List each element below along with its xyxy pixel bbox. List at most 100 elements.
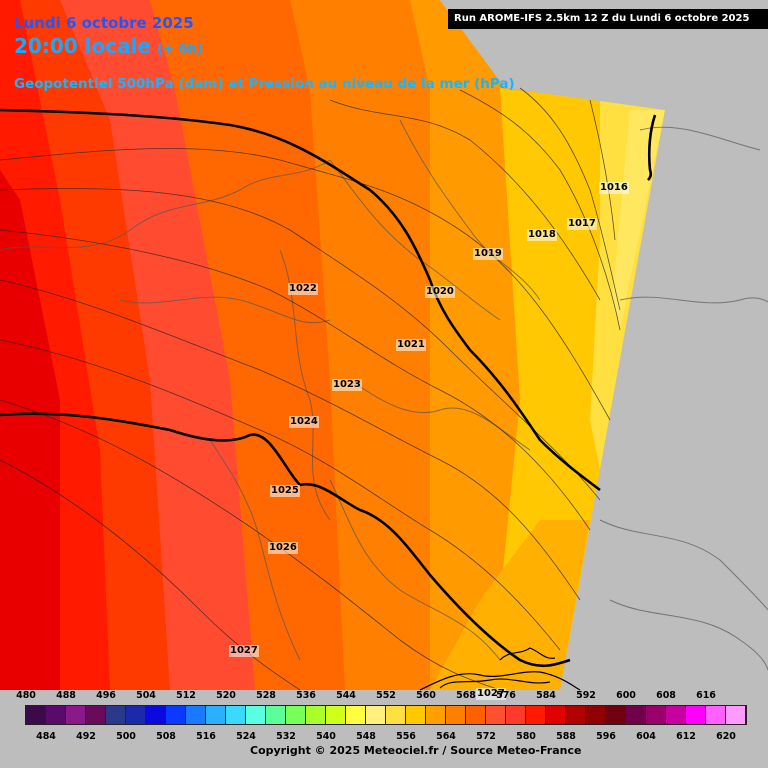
scale-swatch — [46, 706, 66, 724]
isobars — [0, 87, 621, 691]
scale-swatch — [426, 706, 446, 724]
scale-swatch — [186, 706, 206, 724]
run-info-box: Run AROME-IFS 2.5km 12 Z du Lundi 6 octo… — [448, 9, 768, 29]
scale-tick-label: 592 — [576, 690, 596, 701]
isobar-label: 1024 — [289, 416, 319, 428]
scale-tick-label: 536 — [296, 690, 316, 701]
scale-swatch — [626, 706, 646, 724]
isobar-label: 1018 — [527, 229, 557, 241]
scale-swatch — [446, 706, 466, 724]
scale-swatch — [566, 706, 586, 724]
scale-swatches — [25, 705, 747, 725]
scale-tick-label: 480 — [16, 690, 36, 701]
scale-tick-label: 552 — [376, 690, 396, 701]
scale-swatch — [326, 706, 346, 724]
scale-tick-label: 584 — [536, 690, 556, 701]
scale-swatch — [226, 706, 246, 724]
scale-swatch — [86, 706, 106, 724]
scale-swatch — [406, 706, 426, 724]
scale-swatch — [266, 706, 286, 724]
scale-tick-label: 544 — [336, 690, 356, 701]
scale-tick-label: 500 — [116, 731, 136, 742]
isobar-label: 1027 — [229, 645, 259, 657]
scale-tick-label: 520 — [216, 690, 236, 701]
band-596 — [0, 170, 60, 690]
scale-tick-label: 528 — [256, 690, 276, 701]
scale-tick-label: 560 — [416, 690, 436, 701]
scale-swatch — [126, 706, 146, 724]
scale-swatch — [366, 706, 386, 724]
forecast-date: Lundi 6 octobre 2025 — [14, 14, 194, 32]
scale-tick-label: 572 — [476, 731, 496, 742]
scale-swatch — [506, 706, 526, 724]
local-time: 20:00 locale — [14, 34, 151, 58]
isobar-label: 1021 — [396, 339, 426, 351]
scale-tick-label: 608 — [656, 690, 676, 701]
parameter-title: Geopotentiel 500hPa (dam) et Pression au… — [14, 76, 515, 92]
scale-swatch — [106, 706, 126, 724]
scale-tick-label: 564 — [436, 731, 456, 742]
scale-swatch — [546, 706, 566, 724]
scale-swatch — [706, 706, 726, 724]
scale-swatch — [526, 706, 546, 724]
scale-tick-label: 488 — [56, 690, 76, 701]
scale-tick-label: 532 — [276, 731, 296, 742]
isobar-label: 1026 — [268, 542, 298, 554]
scale-tick-label: 492 — [76, 731, 96, 742]
scale-swatch — [26, 706, 46, 724]
scale-swatch — [286, 706, 306, 724]
isobar-label: 1022 — [288, 283, 318, 295]
scale-tick-label: 508 — [156, 731, 176, 742]
band-560 — [612, 110, 665, 330]
scale-tick-label: 512 — [176, 690, 196, 701]
isobar-label: 1025 — [270, 485, 300, 497]
relief-contours — [419, 647, 581, 691]
scale-swatch — [606, 706, 626, 724]
isobar-label: 1020 — [425, 286, 455, 298]
isobar-label: 1027 — [476, 688, 506, 700]
scale-swatch — [206, 706, 226, 724]
scale-tick-label: 568 — [456, 690, 476, 701]
outside-right — [560, 110, 768, 690]
scale-tick-label: 548 — [356, 731, 376, 742]
scale-swatch — [726, 706, 746, 724]
scale-tick-label: 580 — [516, 731, 536, 742]
scale-swatch — [166, 706, 186, 724]
scale-swatch — [486, 706, 506, 724]
scale-tick-label: 556 — [396, 731, 416, 742]
isobar-label: 1017 — [567, 218, 597, 230]
thick-contours — [0, 108, 657, 668]
scale-tick-label: 484 — [36, 731, 56, 742]
copyright-text: Copyright © 2025 Meteociel.fr / Source M… — [250, 744, 582, 757]
scale-swatch — [586, 706, 606, 724]
scale-tick-label: 540 — [316, 731, 336, 742]
scale-swatch — [346, 706, 366, 724]
scale-tick-label: 600 — [616, 690, 636, 701]
scale-swatch — [466, 706, 486, 724]
scale-tick-label: 504 — [136, 690, 156, 701]
band-572b — [430, 520, 590, 690]
scale-swatch — [666, 706, 686, 724]
scale-tick-label: 616 — [696, 690, 716, 701]
isobar-label: 1016 — [599, 182, 629, 194]
outside-top-right — [505, 88, 768, 110]
scale-swatch — [306, 706, 326, 724]
scale-swatch — [66, 706, 86, 724]
scale-swatch — [646, 706, 666, 724]
scale-tick-label: 596 — [596, 731, 616, 742]
isobar-label: 1019 — [473, 248, 503, 260]
color-scale: 480 488 496 504 512 520 528 536 544 552 560 568 576 5… — [0, 688, 768, 768]
scale-swatch — [146, 706, 166, 724]
scale-tick-label: 604 — [636, 731, 656, 742]
scale-tick-label: 524 — [236, 731, 256, 742]
scale-tick-label: 612 — [676, 731, 696, 742]
scale-swatch — [686, 706, 706, 724]
scale-tick-label: 496 — [96, 690, 116, 701]
lead-time: (+ 6h) — [157, 42, 203, 57]
scale-tick-label: 576 — [496, 690, 516, 701]
isobar-label: 1023 — [332, 379, 362, 391]
scale-tick-label: 516 — [196, 731, 216, 742]
scale-tick-label: 620 — [716, 731, 736, 742]
